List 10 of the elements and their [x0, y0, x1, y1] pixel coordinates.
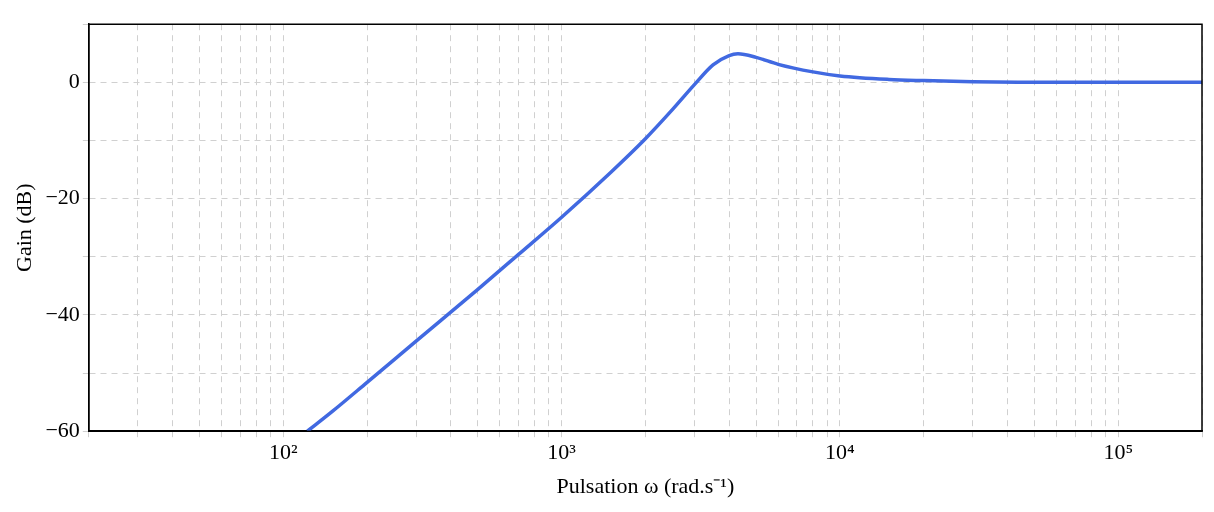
x-tick-label: 10⁵: [1103, 439, 1134, 465]
x-tick-label: 10⁴: [825, 439, 856, 465]
x-tick-label: 10²: [269, 439, 299, 465]
x-tick-label: 10³: [547, 439, 577, 465]
y-tick-label: 0: [68, 68, 80, 94]
y-tick-label: −20: [45, 184, 80, 210]
y-tick-label: −40: [45, 300, 80, 326]
y-tick-label: −60: [45, 416, 80, 442]
x-axis-title: Pulsation ω (rad.s⁻¹): [556, 472, 735, 498]
y-axis-title: Gain (dB): [10, 183, 36, 272]
